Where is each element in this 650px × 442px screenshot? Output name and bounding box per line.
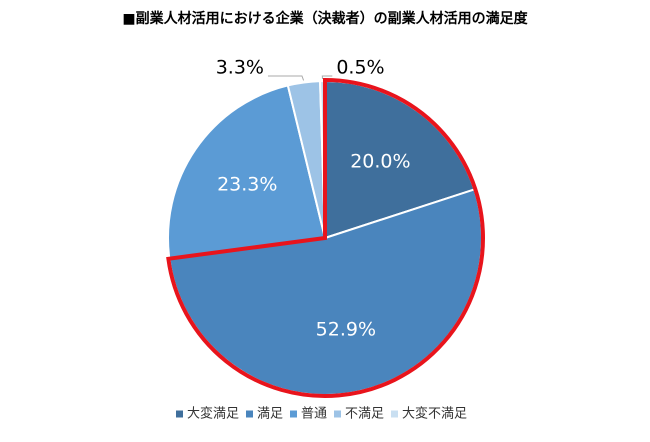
- highlight-outline: [166, 77, 485, 398]
- legend-swatch: [246, 410, 253, 418]
- legend-swatch: [176, 410, 183, 418]
- leader-line: [267, 75, 305, 81]
- legend-label: 大変満足: [187, 406, 239, 422]
- data-label: 0.5%: [336, 57, 384, 79]
- data-label: 20.0%: [350, 150, 410, 172]
- pie-slice: [167, 84, 327, 260]
- data-label: 23.3%: [217, 173, 277, 195]
- legend-swatch: [391, 410, 398, 418]
- chart-title: ■副業人材活用における企業（決裁者）の副業人材活用の満足度: [122, 10, 528, 27]
- legend-label: 不満足: [345, 407, 384, 422]
- legend-label: 満足: [257, 407, 283, 422]
- legend-swatch: [290, 410, 297, 418]
- legend-swatch: [334, 410, 341, 418]
- data-label: 52.9%: [316, 318, 376, 340]
- legend-label: 大変不満足: [402, 406, 467, 422]
- legend-label: 普通: [301, 407, 327, 422]
- data-label: 3.3%: [216, 57, 264, 79]
- leader-line: [321, 75, 333, 80]
